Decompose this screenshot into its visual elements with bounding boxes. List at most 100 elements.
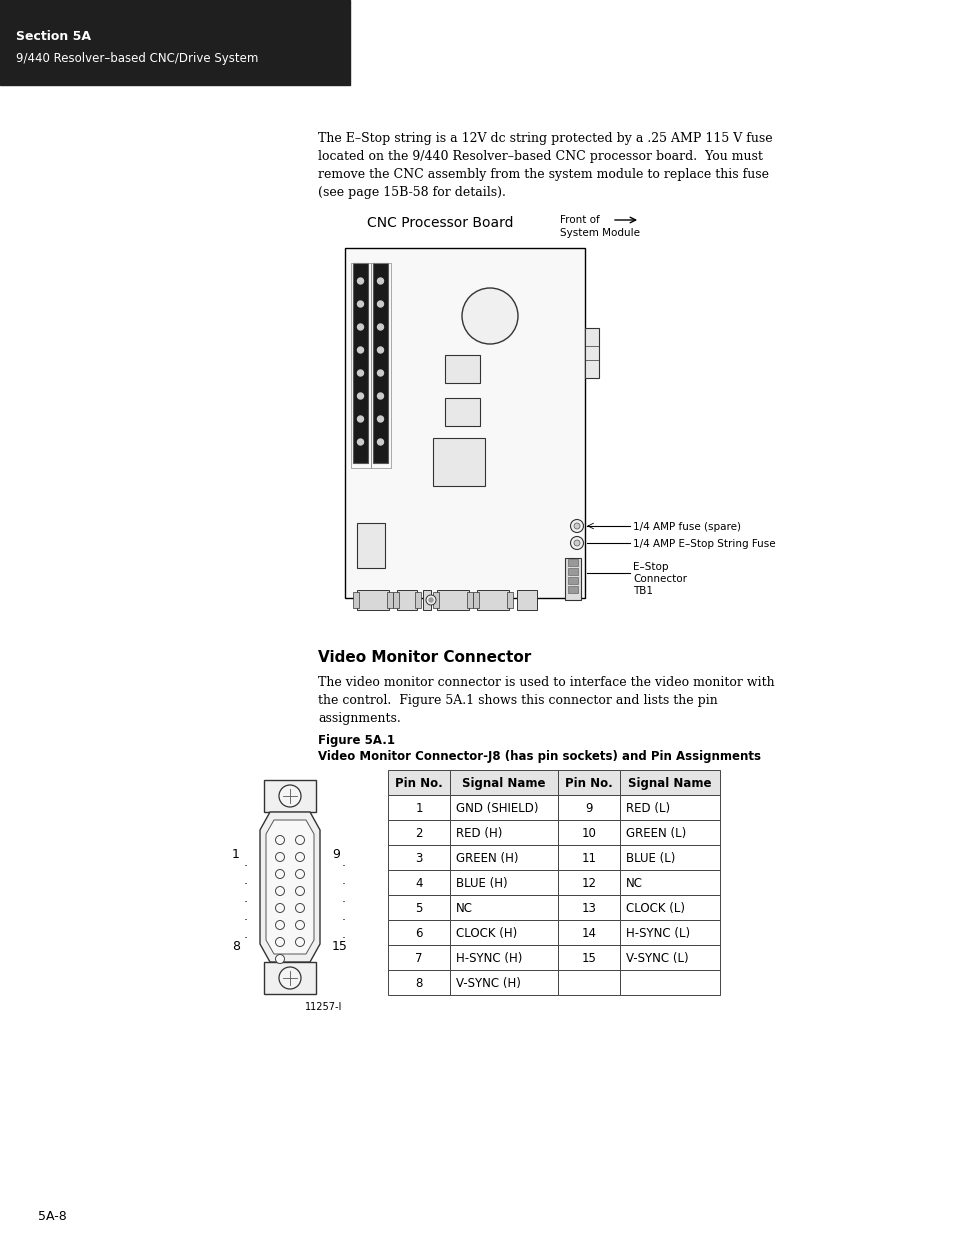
Bar [351,263,371,468]
Text: 5: 5 [415,902,422,915]
Bar [433,438,484,487]
Circle shape [357,438,363,445]
Text: 4: 4 [415,877,422,890]
Text: .: . [341,873,346,887]
Bar [450,795,558,820]
Bar [450,945,558,969]
Bar [388,969,450,995]
Circle shape [574,522,579,529]
Bar [467,592,473,608]
Bar [450,920,558,945]
Circle shape [570,520,583,532]
Circle shape [295,887,304,895]
Text: 12: 12 [581,877,596,890]
Text: CLOCK (H): CLOCK (H) [456,927,517,940]
Bar [619,969,720,995]
Circle shape [295,869,304,878]
Bar [558,969,619,995]
Text: located on the 9/440 Resolver–based CNC processor board.  You must: located on the 9/440 Resolver–based CNC … [317,149,762,163]
Text: Signal Name: Signal Name [628,777,711,790]
Text: Figure 5A.1: Figure 5A.1 [317,734,395,747]
Bar [567,568,578,576]
Bar [388,795,450,820]
Bar [567,585,578,593]
Text: 8: 8 [232,940,240,953]
Text: .: . [244,873,248,887]
Bar [264,781,315,811]
Text: GREEN (H): GREEN (H) [456,852,518,864]
Text: remove the CNC assembly from the system module to replace this fuse: remove the CNC assembly from the system … [317,168,768,182]
Text: Pin No.: Pin No. [395,777,442,790]
Text: CNC Processor Board: CNC Processor Board [366,216,513,230]
Text: 1: 1 [415,802,422,815]
Bar [619,820,720,845]
Text: CLOCK (L): CLOCK (L) [625,902,684,915]
Circle shape [295,920,304,930]
Bar [567,577,578,584]
Bar [388,895,450,920]
Bar [558,869,619,895]
Text: RED (H): RED (H) [456,827,502,840]
Circle shape [574,540,579,546]
Text: .: . [244,927,248,941]
Circle shape [357,278,363,284]
Bar [619,869,720,895]
Bar [436,590,469,610]
Circle shape [357,301,363,308]
Bar [345,248,584,598]
Text: The E–Stop string is a 12V dc string protected by a .25 AMP 115 V fuse: The E–Stop string is a 12V dc string pro… [317,132,772,144]
Text: 13: 13 [581,902,596,915]
Text: E–Stop: E–Stop [633,562,668,572]
Circle shape [357,347,363,353]
Text: 14: 14 [581,927,596,940]
Circle shape [275,955,284,963]
Text: BLUE (L): BLUE (L) [625,852,675,864]
Text: 9/440 Resolver–based CNC/Drive System: 9/440 Resolver–based CNC/Drive System [16,52,258,65]
Bar [558,920,619,945]
Text: GREEN (L): GREEN (L) [625,827,685,840]
Circle shape [377,416,383,422]
Text: .: . [341,856,346,868]
Circle shape [295,904,304,913]
Text: 9: 9 [584,802,592,815]
Text: 11257-I: 11257-I [305,1002,342,1011]
Text: 1/4 AMP fuse (spare): 1/4 AMP fuse (spare) [633,522,740,532]
Text: V-SYNC (L): V-SYNC (L) [625,952,688,965]
Text: System Module: System Module [559,228,639,238]
Bar [506,592,513,608]
Circle shape [357,324,363,330]
Bar [450,895,558,920]
Circle shape [357,393,363,399]
Text: 10: 10 [581,827,596,840]
Text: TB1: TB1 [633,585,652,597]
Bar [619,845,720,869]
Circle shape [377,324,383,330]
Text: 7: 7 [415,952,422,965]
Bar [444,398,479,426]
Text: 1/4 AMP E–Stop String Fuse: 1/4 AMP E–Stop String Fuse [633,538,775,550]
Circle shape [275,937,284,946]
Text: 15: 15 [332,940,348,953]
Text: .: . [244,909,248,923]
Text: V-SYNC (H): V-SYNC (H) [456,977,520,990]
Bar [619,945,720,969]
Bar [0,0,350,85]
Text: 1: 1 [232,848,239,861]
Bar [388,845,450,869]
Circle shape [461,288,517,345]
Bar [619,920,720,945]
Bar [388,945,450,969]
Text: Video Monitor Connector-J8 (has pin sockets) and Pin Assignments: Video Monitor Connector-J8 (has pin sock… [317,750,760,763]
Text: 15: 15 [581,952,596,965]
Text: BLUE (H): BLUE (H) [456,877,507,890]
Bar [373,263,388,463]
Bar [356,590,389,610]
Circle shape [377,438,383,445]
Text: 3: 3 [415,852,422,864]
Circle shape [429,598,433,601]
Text: NC: NC [456,902,473,915]
Circle shape [278,967,301,989]
Polygon shape [584,329,598,378]
Circle shape [278,785,301,806]
Text: GND (SHIELD): GND (SHIELD) [456,802,537,815]
